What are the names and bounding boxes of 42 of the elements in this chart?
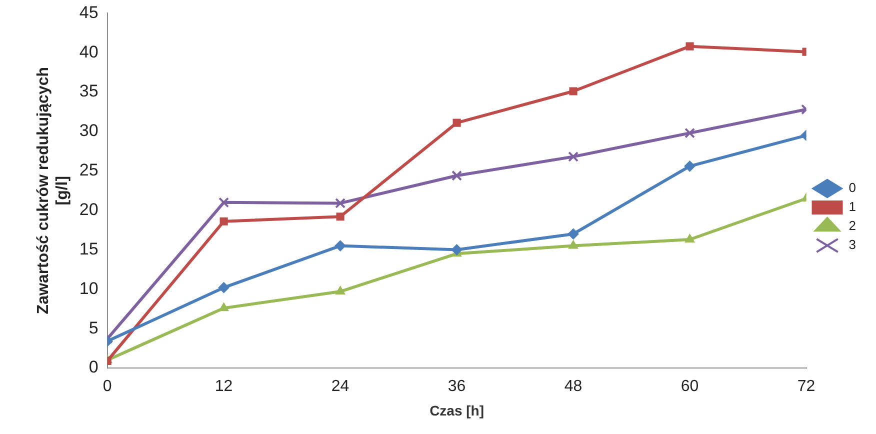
x-tick-label: 72	[797, 378, 816, 396]
point	[452, 170, 462, 181]
x-tick-label: 0	[102, 378, 112, 396]
y-tick-label: 35	[79, 82, 98, 101]
legend-label: 3	[848, 237, 856, 252]
x-tick-label: 12	[214, 378, 233, 396]
y-axis-title: Zawartość cukrów redukujących [g/l]	[35, 67, 72, 314]
y-tick-label: 5	[88, 318, 98, 338]
legend-label: 2	[848, 218, 856, 234]
y-tick-label: 0	[88, 358, 98, 377]
y-tick-label: 45	[79, 2, 98, 22]
x-tick-label: 36	[448, 378, 466, 396]
point	[568, 240, 578, 249]
x-axis-title: Czas [h]	[430, 402, 484, 418]
x-tick-label: 48	[564, 378, 582, 396]
x-tick-label: 24	[331, 378, 350, 396]
y-tick-label: 10	[79, 278, 98, 298]
point	[220, 217, 228, 226]
point	[686, 42, 694, 50]
point	[452, 118, 461, 127]
point	[568, 228, 579, 240]
x-tick-label: 60	[680, 378, 699, 396]
point	[218, 302, 229, 312]
point	[569, 87, 578, 96]
point	[218, 282, 230, 294]
point	[334, 240, 346, 252]
point	[684, 160, 696, 172]
legend-label: 1	[848, 199, 856, 214]
y-tick-label: 25	[79, 160, 98, 180]
legend-label: 0	[848, 180, 856, 196]
y-tick-label: 30	[79, 121, 98, 140]
y-tick-label: 15	[79, 239, 98, 258]
point	[335, 198, 346, 208]
y-tick-label: 20	[79, 200, 98, 219]
point	[568, 151, 579, 162]
point	[218, 197, 230, 208]
point	[451, 244, 462, 256]
point	[335, 286, 346, 295]
point	[684, 234, 695, 242]
point	[336, 212, 344, 221]
point	[684, 128, 696, 138]
y-tick-label: 40	[79, 42, 98, 62]
